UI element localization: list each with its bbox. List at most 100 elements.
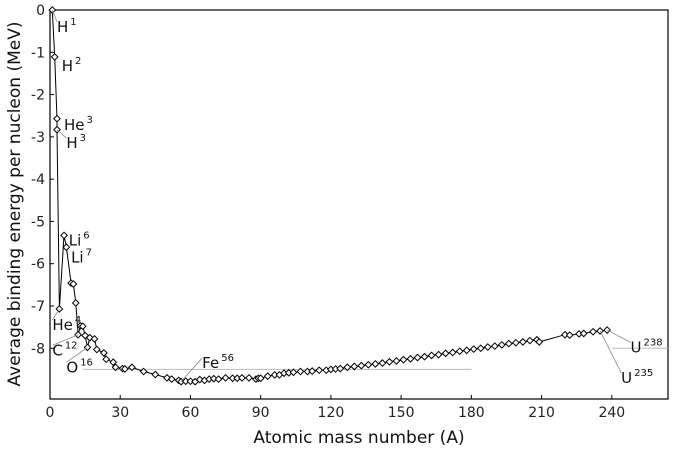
annotation-label: He 4	[52, 315, 81, 334]
data-point	[214, 375, 223, 384]
data-point	[167, 375, 176, 384]
annotation-superscript: 56	[221, 353, 234, 364]
x-tick-label: 240	[598, 405, 625, 421]
data-point	[60, 231, 68, 240]
data-point	[469, 345, 478, 354]
data-point	[511, 338, 520, 347]
data-series	[48, 6, 612, 386]
data-point	[525, 336, 534, 345]
reference-lines	[82, 347, 668, 370]
annotation-label: Li 7	[71, 247, 92, 266]
plot-frame	[49, 9, 669, 400]
data-point	[462, 346, 471, 355]
data-point	[518, 338, 527, 346]
x-tick-label: 30	[111, 405, 129, 421]
data-point	[364, 360, 373, 369]
y-tick-label: -3	[31, 130, 45, 146]
data-point	[50, 53, 59, 61]
x-tick-label: 180	[458, 405, 485, 421]
data-point	[74, 330, 82, 339]
data-point	[392, 357, 401, 365]
data-point	[111, 363, 120, 372]
data-point	[209, 374, 218, 383]
x-axis-title: Atomic mass number (A)	[253, 428, 464, 448]
annotation-superscript: 3	[80, 133, 86, 144]
y-axis-title: Average binding energy per nucleon (MeV)	[5, 22, 25, 387]
annotation-superscript: 6	[83, 230, 89, 241]
data-point	[490, 342, 499, 351]
data-point	[336, 364, 345, 373]
annotation-label: U 238	[631, 337, 663, 356]
data-point	[434, 350, 443, 359]
annotation-superscript: 16	[80, 357, 93, 368]
axis-ticks: 0 30 60 90 120 150 180 210 240 0 -1 -2 -3 -4 -5 -6 -7 -8	[31, 3, 625, 421]
annotation-leader	[52, 308, 60, 321]
y-tick-label: -2	[31, 88, 45, 104]
data-point	[476, 344, 485, 353]
y-tick-label: -4	[31, 172, 45, 188]
data-point	[99, 349, 108, 357]
annotation-superscript: 12	[65, 340, 78, 351]
data-point	[90, 335, 99, 343]
data-point	[535, 338, 544, 346]
series-line	[51, 9, 608, 383]
data-point	[186, 377, 195, 386]
data-point	[406, 354, 415, 363]
data-point	[151, 370, 160, 379]
data-point	[455, 347, 464, 356]
data-point	[413, 353, 422, 362]
data-point	[420, 352, 429, 361]
x-tick-label: 210	[528, 405, 555, 421]
x-tick-label: 90	[252, 405, 270, 421]
data-point	[350, 362, 359, 371]
data-point	[221, 373, 230, 382]
data-point	[289, 368, 298, 377]
data-point	[385, 357, 394, 366]
data-point	[497, 340, 506, 349]
data-point	[343, 363, 352, 372]
y-tick-label: 0	[36, 3, 45, 19]
x-tick-label: 60	[182, 405, 200, 421]
annotation-leader	[599, 330, 622, 374]
data-point	[371, 359, 380, 368]
x-tick-label: 150	[388, 405, 415, 421]
data-point	[399, 355, 408, 364]
data-point	[78, 322, 87, 331]
data-point	[62, 243, 71, 252]
data-point	[128, 363, 136, 372]
annotation-leader	[51, 9, 58, 23]
data-point	[448, 348, 457, 357]
annotation-superscript: 238	[644, 337, 663, 348]
y-tick-label: -6	[31, 257, 45, 273]
data-point	[102, 355, 111, 364]
data-point	[256, 374, 265, 383]
y-tick-label: -5	[31, 214, 45, 230]
data-point	[504, 339, 513, 348]
y-tick-label: -7	[31, 299, 45, 315]
x-tick-label: 0	[46, 405, 55, 421]
data-point	[357, 361, 366, 370]
annotation-superscript: 3	[87, 115, 93, 126]
annotation-leader	[56, 129, 67, 139]
data-point	[69, 280, 78, 288]
y-tick-label: -1	[31, 45, 45, 61]
y-tick-label: -8	[31, 341, 45, 357]
annotation-superscript: 7	[86, 247, 92, 258]
annotation-superscript: 235	[634, 368, 653, 379]
annotation-label: U 235	[621, 368, 653, 387]
annotation-superscript: 2	[75, 56, 81, 67]
x-tick-label: 120	[318, 405, 345, 421]
annotation-label: O 16	[66, 357, 93, 376]
annotation-leader	[180, 357, 203, 382]
data-point	[245, 373, 253, 382]
data-point	[308, 367, 317, 376]
data-point	[483, 343, 492, 351]
data-point	[565, 331, 574, 340]
data-point	[139, 367, 148, 376]
data-point	[71, 299, 80, 307]
annotation-label: C 12	[52, 340, 77, 359]
